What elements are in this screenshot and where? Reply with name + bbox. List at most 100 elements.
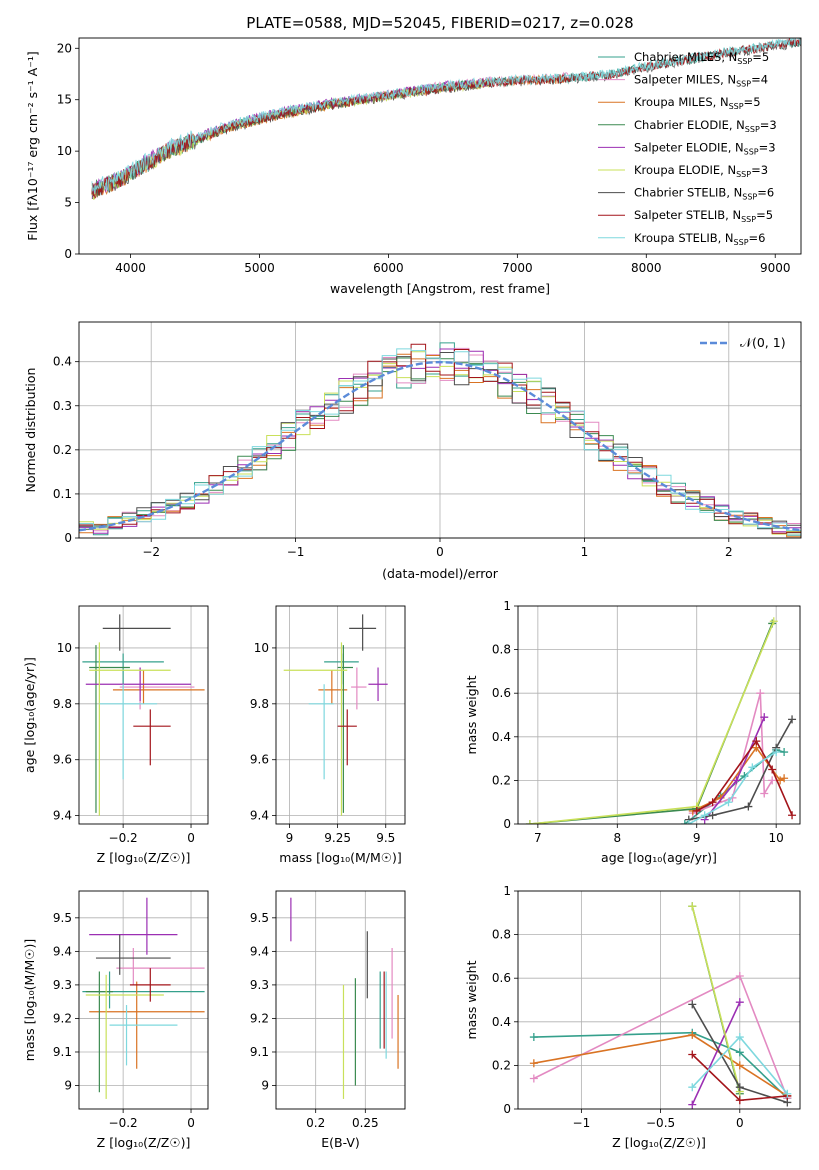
mass-vs-extinction-panel: 0.2 0.25 9 9.1 9.2 9.3 9.4 9.5 E(B-V): [250, 890, 406, 1150]
legend-nssp-prefix: , N: [729, 118, 745, 132]
plot-area: [283, 614, 388, 816]
y-tick-label: 9: [64, 1079, 72, 1093]
legend-entry: Chabrier MILES, NSSP=5: [634, 50, 769, 66]
legend-entry: Salpeter MILES, NSSP=4: [634, 73, 768, 89]
y-tick-label: 0.8: [492, 643, 511, 657]
legend-entry: Kroupa MILES, NSSP=5: [634, 95, 761, 111]
legend-nssp-equals: =: [760, 118, 770, 132]
residual-histogram: [79, 352, 801, 530]
errorbar-point: [82, 971, 205, 1009]
errorbar-point: [99, 684, 158, 780]
legend-entry: Chabrier STELIB, NSSP=6: [634, 186, 774, 202]
y-tick-label: 9.5: [250, 911, 269, 925]
y-tick-label: 0: [64, 247, 72, 261]
legend-entry: Chabrier ELODIE, NSSP=3: [634, 118, 777, 134]
y-tick-label: 0: [503, 1102, 511, 1116]
legend-nssp-subscript: SSP: [742, 193, 757, 202]
x-axis-label: (data-model)/error: [382, 566, 499, 581]
y-tick-label: 1: [503, 599, 511, 613]
weight-marker: [525, 820, 534, 824]
x-tick-label: −2: [142, 545, 160, 559]
y-tick-label: 9.4: [250, 944, 269, 958]
x-tick-label: 10: [769, 831, 784, 845]
spectrum-line-salpeter-miles: [91, 71, 570, 200]
x-axis-label: Z [log₁₀(Z/Z☉)]: [612, 1135, 706, 1150]
weight-marker: [748, 763, 757, 772]
legend-model-name: Kroupa MILES: [634, 95, 713, 109]
legend-nssp-value: 3: [761, 163, 768, 177]
legend-entry: Salpeter ELODIE, NSSP=3: [634, 140, 776, 156]
weight-marker: [788, 811, 797, 820]
x-axis-label: Z [log₁₀(Z/Z☉)]: [97, 850, 191, 865]
x-tick-label: 9: [286, 831, 294, 845]
age-vs-metallicity-panel: −0.2 0 9.4 9.6 9.8 10 Z [log₁₀(Z/Z☉)] age [log₁…: [22, 605, 209, 865]
axes-frame: [275, 605, 406, 825]
legend-nssp-prefix: , N: [726, 186, 742, 200]
legend-nssp-prefix: , N: [725, 208, 741, 222]
weight-marker: [772, 748, 781, 757]
legend-nssp-equals: =: [744, 95, 754, 109]
legend-model-name: Kroupa STELIB: [634, 231, 718, 245]
weight-line: [529, 620, 775, 824]
x-tick-label: 0: [187, 831, 195, 845]
weight-marker: [735, 1083, 744, 1092]
y-tick-label: 0.2: [492, 773, 511, 787]
residual-histogram: [79, 343, 801, 534]
y-tick-label: 0.1: [53, 487, 72, 501]
weight-marker: [688, 1000, 697, 1009]
legend-nssp-equals: =: [749, 231, 759, 245]
legend-nssp-equals: =: [751, 163, 761, 177]
weight-marker: [688, 1050, 697, 1059]
legend-nssp-value: 3: [768, 140, 775, 154]
figure-title: PLATE=0588, MJD=52045, FIBERID=0217, z=0…: [246, 14, 633, 32]
weight-marker: [768, 765, 777, 774]
x-axis-label: E(B-V): [321, 1135, 360, 1150]
y-axis-label: mass weight: [464, 675, 479, 754]
x-tick-label: 0: [736, 1116, 744, 1130]
errorbar-point: [85, 974, 164, 1099]
spectrum-legend: Chabrier MILES, NSSP=5 Salpeter MILES, NS…: [598, 50, 777, 247]
legend-nssp-subscript: SSP: [736, 170, 751, 179]
y-axis-label: mass weight: [464, 960, 479, 1039]
y-axis-label: Normed distribution: [23, 368, 38, 493]
weight-line: [533, 1034, 788, 1097]
y-tick-label: 9.3: [250, 978, 269, 992]
x-axis-label: Z [log₁₀(Z/Z☉)]: [97, 1135, 191, 1150]
weight-marker: [760, 713, 769, 722]
weight-vs-metallicity-panel: −1 −0.5 0 0 0.2 0.4 0.6 0.8 1 Z [log₁₀(Z/Z☉)] mass…: [464, 884, 801, 1150]
y-tick-label: 10: [57, 641, 72, 655]
y-tick-label: 0: [503, 817, 511, 831]
errorbar-point: [89, 645, 130, 813]
errorbar-point: [283, 642, 348, 816]
weight-marker: [780, 748, 789, 757]
errorbar-point: [89, 642, 171, 816]
plot-area: [82, 897, 205, 1099]
y-tick-label: 0.6: [492, 686, 511, 700]
errorbar-point: [349, 614, 377, 651]
y-tick-label: 9.4: [53, 809, 72, 823]
y-tick-label: 0.8: [492, 928, 511, 942]
y-tick-label: 0.4: [492, 1015, 511, 1029]
weight-marker: [768, 776, 777, 785]
x-tick-label: −0.2: [109, 831, 138, 845]
errorbar-point: [133, 709, 171, 766]
weight-line: [529, 623, 773, 824]
legend-nssp-value: 4: [761, 73, 768, 87]
weight-marker: [735, 1048, 744, 1057]
spectrum-panel: 4000 5000 6000 7000 8000 9000 0 5 10 15 20 waveleng…: [25, 37, 802, 296]
legend-nssp-value: 5: [766, 208, 773, 222]
weight-marker: [708, 811, 717, 820]
legend-entry: Kroupa ELODIE, NSSP=3: [634, 163, 768, 179]
errorbar-point: [89, 897, 178, 955]
legend-model-name: Salpeter ELODIE: [634, 140, 728, 154]
weight-marker: [684, 820, 693, 824]
weight-marker: [529, 1059, 538, 1068]
legend-nssp-prefix: , N: [720, 73, 736, 87]
spectrum-line-chabrier-elodie: [91, 79, 492, 198]
errorbar-point: [116, 948, 205, 985]
x-tick-label: 7: [534, 831, 542, 845]
weight-marker: [769, 617, 778, 626]
legend-nssp-prefix: , N: [720, 163, 736, 177]
y-tick-label: 20: [57, 41, 72, 55]
x-axis-label: age [log₁₀(age/yr)]: [601, 850, 717, 865]
